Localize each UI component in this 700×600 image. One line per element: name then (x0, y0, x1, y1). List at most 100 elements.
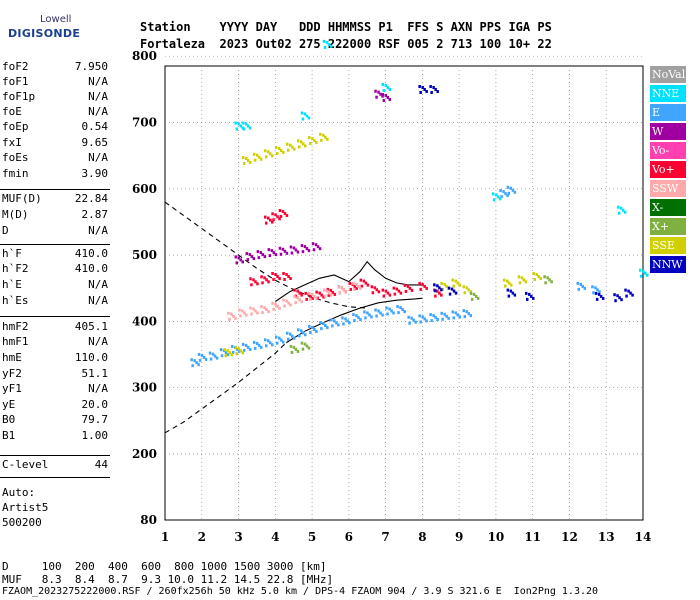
data-point-e (253, 346, 257, 350)
digisonde-logo: DIGISONDE (8, 27, 81, 40)
x-tick-label: 12 (561, 530, 578, 544)
data-point-sse (503, 278, 506, 282)
data-point-sse (246, 159, 250, 162)
data-point-ssw (267, 310, 270, 314)
data-point-e (463, 315, 466, 319)
data-point-w (316, 245, 320, 249)
data-point-vo (408, 286, 412, 290)
data-point-w (239, 258, 242, 262)
data-point-e (313, 328, 316, 331)
data-point-vo (256, 282, 259, 286)
data-point-e (425, 319, 428, 323)
data-point-vo (392, 286, 396, 290)
data-point-nnw (629, 291, 632, 295)
data-point-vo (261, 281, 264, 285)
data-point-sse (510, 283, 513, 287)
data-point-nne (640, 274, 643, 278)
data-point-w (234, 255, 237, 259)
data-point-vo (364, 281, 368, 285)
data-point-x (476, 296, 480, 300)
curve-dashed-upper (164, 201, 368, 309)
data-point-nne (244, 122, 248, 126)
data-point-e (344, 317, 347, 321)
data-point-x (546, 276, 549, 280)
data-point-nnw (421, 86, 424, 89)
data-point-sse (469, 290, 472, 294)
data-point-e (264, 338, 267, 342)
data-point-vo (388, 293, 392, 297)
data-point-e (502, 190, 505, 194)
data-point-sse (320, 138, 323, 142)
param-label: h`F2 (2, 262, 29, 275)
data-point-e (419, 320, 422, 324)
data-point-sse (524, 280, 528, 284)
data-point-ssw (249, 306, 252, 310)
data-point-ssw (344, 290, 347, 294)
data-point-sse (267, 150, 270, 154)
data-point-sse (259, 157, 263, 161)
data-point-sse (230, 353, 233, 357)
data-point-e (200, 353, 204, 357)
data-point-vo (300, 293, 303, 297)
data-point-vo (287, 275, 290, 278)
data-point-sse (269, 152, 272, 156)
data-point-e (226, 353, 230, 357)
data-point-e (359, 318, 362, 322)
data-point-x (543, 275, 546, 279)
param-label: fxI (2, 136, 22, 149)
legend-item-x: X- (650, 199, 686, 216)
data-point-e (320, 327, 323, 331)
data-point-nne (382, 89, 386, 92)
data-point-ssw (298, 298, 301, 302)
data-point-w (268, 254, 272, 258)
data-point-e (451, 310, 454, 314)
data-point-sse (241, 351, 244, 355)
param-value: 0.54 (81, 120, 109, 133)
data-point-e (430, 319, 433, 323)
data-point-ssw (359, 286, 362, 290)
data-point-nnw (528, 292, 531, 296)
data-point-x (300, 341, 304, 345)
data-point-ssw (355, 282, 358, 286)
data-point-ssw (271, 301, 274, 305)
y-tick-label: 600 (132, 182, 157, 196)
data-point-e (209, 357, 213, 361)
data-point-e (594, 286, 597, 290)
data-point-e (397, 311, 400, 315)
param-value: 1.00 (81, 429, 109, 442)
data-point-e (219, 348, 223, 352)
data-point-ssw (261, 311, 264, 315)
x-tick-label: 7 (381, 530, 389, 544)
param-value: N/A (88, 224, 108, 237)
data-point-w (246, 258, 250, 262)
data-point-vo (279, 215, 283, 218)
data-point-vo (250, 283, 253, 287)
data-point-nne (242, 127, 246, 131)
data-point-nnw (530, 294, 533, 298)
data-point-w (237, 256, 240, 260)
data-point-sse (463, 291, 466, 295)
data-point-e (322, 322, 325, 326)
data-point-e (269, 341, 272, 345)
data-point-sse (535, 273, 538, 276)
data-point-e (297, 328, 300, 332)
data-point-e (275, 335, 278, 339)
param-value: N/A (88, 75, 108, 88)
data-point-sse (278, 147, 281, 150)
data-point-nnw (620, 298, 623, 302)
param-row-clevel: C-level 44 (2, 458, 108, 472)
data-point-sse (298, 145, 301, 149)
data-point-nne (235, 127, 238, 131)
data-point-sse (462, 285, 465, 289)
data-point-nnw (614, 299, 617, 303)
data-point-sse (456, 281, 459, 285)
legend-item-nnw: NNW (650, 256, 686, 273)
param-row-b1: B1 1.00 (2, 429, 108, 443)
data-point-nne (305, 114, 309, 118)
data-point-e (276, 341, 279, 345)
auto-label: Auto: (2, 486, 36, 499)
data-point-vo (282, 272, 285, 275)
data-point-nnw (447, 286, 451, 290)
data-point-w (381, 93, 385, 96)
